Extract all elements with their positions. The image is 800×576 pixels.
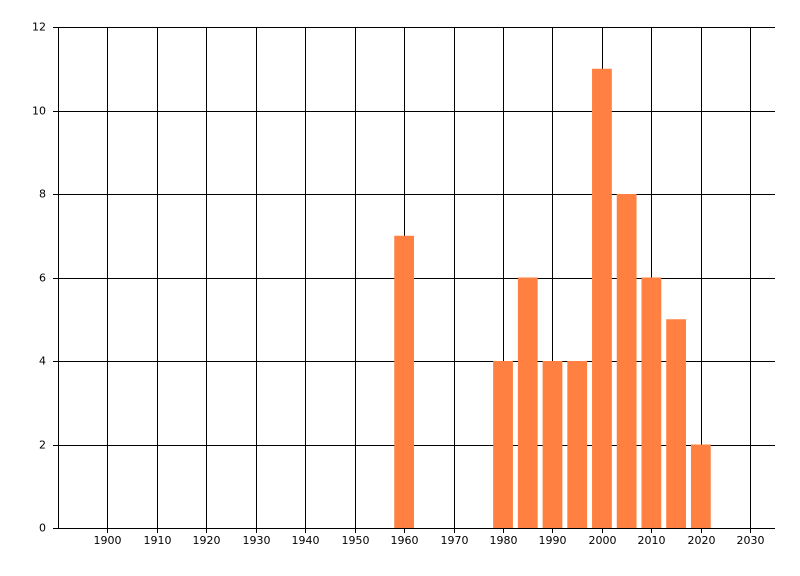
bar — [616, 194, 637, 528]
x-tick-label: 1960 — [391, 534, 419, 547]
bar — [641, 277, 662, 528]
y-tick-label: 10 — [32, 105, 46, 118]
y-tick-label: 0 — [39, 522, 46, 535]
x-tick-label: 2000 — [589, 534, 617, 547]
x-tick-label: 1950 — [342, 534, 370, 547]
x-tick-label: 1900 — [94, 534, 122, 547]
x-tick-label: 1980 — [490, 534, 518, 547]
x-tick-label: 1920 — [193, 534, 221, 547]
x-tick-label: 2030 — [737, 534, 765, 547]
y-tick-label: 2 — [39, 439, 46, 452]
x-tick-label: 1990 — [539, 534, 567, 547]
bar — [542, 361, 563, 528]
x-tick-label: 2010 — [638, 534, 666, 547]
bar — [394, 235, 415, 528]
x-tick-label: 1930 — [243, 534, 271, 547]
x-tick-label: 1970 — [441, 534, 469, 547]
y-tick-label: 4 — [39, 355, 46, 368]
x-tick-label: 1940 — [292, 534, 320, 547]
bar — [517, 277, 538, 528]
y-tick-label: 6 — [39, 272, 46, 285]
bar — [666, 319, 686, 528]
bar — [592, 68, 612, 528]
y-tick-label: 12 — [32, 21, 46, 34]
bar — [690, 444, 711, 528]
y-tick-label: 8 — [39, 188, 46, 201]
x-tick-label: 2020 — [688, 534, 716, 547]
x-tick-label: 1910 — [144, 534, 172, 547]
bar — [493, 361, 513, 528]
bar — [567, 361, 588, 528]
